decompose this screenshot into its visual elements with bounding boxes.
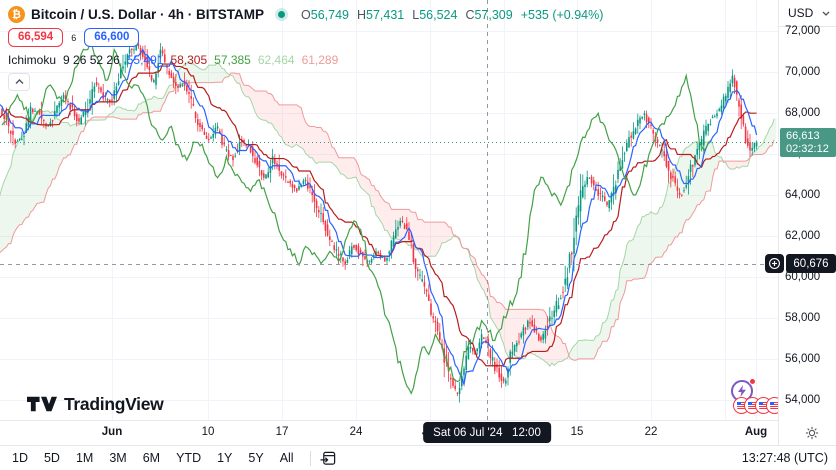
- spread-value: 6: [71, 32, 77, 43]
- legend-collapse-button[interactable]: [8, 73, 30, 91]
- change-value: +535 (+0.94%): [520, 7, 604, 22]
- range-button-ytd[interactable]: YTD: [176, 451, 202, 465]
- price-tick-label: 62,000: [785, 229, 821, 242]
- date-range-buttons: 1D 5D 1M 3M 6M YTD 1Y 5Y All: [4, 449, 302, 467]
- price-tick-label: 72,000: [785, 24, 821, 37]
- toolbar-divider: [309, 450, 311, 466]
- range-button-1d[interactable]: 1D: [12, 451, 28, 465]
- chevron-down-icon: [822, 11, 830, 16]
- base-line-value: 58,305: [170, 53, 208, 67]
- time-tick-label: 22: [644, 426, 658, 438]
- price-tick-label: 56,000: [785, 352, 821, 365]
- lagging-span-value: 57,385: [214, 53, 251, 67]
- go-to-date-button[interactable]: [319, 449, 339, 467]
- time-tick-label: Aug: [744, 426, 768, 438]
- currency-selector[interactable]: USD: [779, 0, 836, 27]
- economic-events-badges[interactable]: [733, 397, 783, 414]
- range-button-all[interactable]: All: [279, 451, 294, 465]
- range-button-1m[interactable]: 1M: [75, 451, 94, 465]
- low-value: 56,524: [419, 7, 458, 22]
- lead-b-value: 61,289: [301, 53, 339, 67]
- range-button-3m[interactable]: 3M: [109, 451, 127, 465]
- time-tick-label: Jun: [101, 426, 123, 438]
- calendar-icon: [320, 451, 336, 465]
- last-price-countdown-badge: 66,613 02:32:12: [780, 127, 836, 157]
- price-chart-canvas[interactable]: [0, 0, 778, 420]
- price-tick-label: 70,000: [785, 65, 821, 78]
- axis-settings-gear-icon[interactable]: [805, 426, 819, 440]
- ohlc-values: O56,749 H57,431 L56,524 C57,309 +535 (+0…: [301, 7, 604, 22]
- tradingview-logo-icon: [27, 396, 57, 412]
- market-status-icon[interactable]: [278, 11, 286, 18]
- crosshair-price-badge: 60,676: [786, 254, 836, 274]
- crosshair-date-tooltip: Sat 06 Jul '24 12:00: [423, 422, 551, 443]
- range-button-6m[interactable]: 6M: [142, 451, 161, 465]
- price-tick-label: 60,000: [785, 270, 821, 283]
- time-tick-label: 24: [349, 426, 363, 438]
- tradingview-logo-text: TradingView: [64, 394, 164, 414]
- indicator-legend[interactable]: Ichimoku 9 26 52 26 55,491 58,305 57,385…: [8, 53, 603, 67]
- notification-dot: [749, 378, 756, 385]
- minds-widget-button[interactable]: [731, 378, 756, 404]
- conversion-line-value: 55,491: [126, 53, 164, 67]
- high-value: 57,431: [366, 7, 405, 22]
- symbol-title[interactable]: Bitcoin / U.S. Dollar · 4h · BITSTAMP: [31, 7, 265, 22]
- last-price-value: 66,613: [786, 129, 820, 142]
- chart-legend: ₿ Bitcoin / U.S. Dollar · 4h · BITSTAMP …: [8, 6, 603, 91]
- time-tick-label: 10: [201, 426, 215, 438]
- time-tick-label: 15: [570, 426, 584, 438]
- close-value: 57,309: [474, 7, 513, 22]
- price-tick-label: 68,000: [785, 106, 821, 119]
- sell-price-button[interactable]: 66,594: [8, 28, 64, 47]
- indicator-params: 9 26 52 26: [63, 53, 120, 67]
- bar-countdown-timer: 02:32:12: [786, 142, 829, 155]
- open-value: 56,749: [310, 7, 349, 22]
- tradingview-logo[interactable]: TradingView: [27, 394, 164, 415]
- currency-label: USD: [788, 6, 814, 20]
- add-alert-plus-button[interactable]: [765, 254, 784, 274]
- session-clock[interactable]: 13:27:48 (UTC): [741, 451, 828, 465]
- price-tick-label: 58,000: [785, 311, 821, 324]
- time-axis[interactable]: Jun101724Jul1522Aug Sat 06 Jul '24 12:00: [0, 420, 836, 445]
- circle-plus-icon: [769, 258, 780, 270]
- time-tick-label: 17: [275, 426, 289, 438]
- price-axis[interactable]: USD 72,00070,00068,00066,00064,00062,000…: [778, 0, 836, 445]
- range-button-5y[interactable]: 5Y: [248, 451, 264, 465]
- buy-price-button[interactable]: 66,600: [84, 28, 140, 47]
- price-tick-label: 64,000: [785, 188, 821, 201]
- range-button-1y[interactable]: 1Y: [217, 451, 233, 465]
- chevron-up-icon: [15, 79, 23, 84]
- bottom-toolbar: 1D 5D 1M 3M 6M YTD 1Y 5Y All 13:27:48 (UTC): [0, 445, 836, 470]
- price-tick-label: 54,000: [785, 393, 821, 406]
- indicator-name: Ichimoku: [8, 53, 57, 67]
- bitcoin-icon: ₿: [8, 6, 25, 23]
- lead-a-value: 62,464: [257, 53, 295, 67]
- range-button-5d[interactable]: 5D: [43, 451, 60, 465]
